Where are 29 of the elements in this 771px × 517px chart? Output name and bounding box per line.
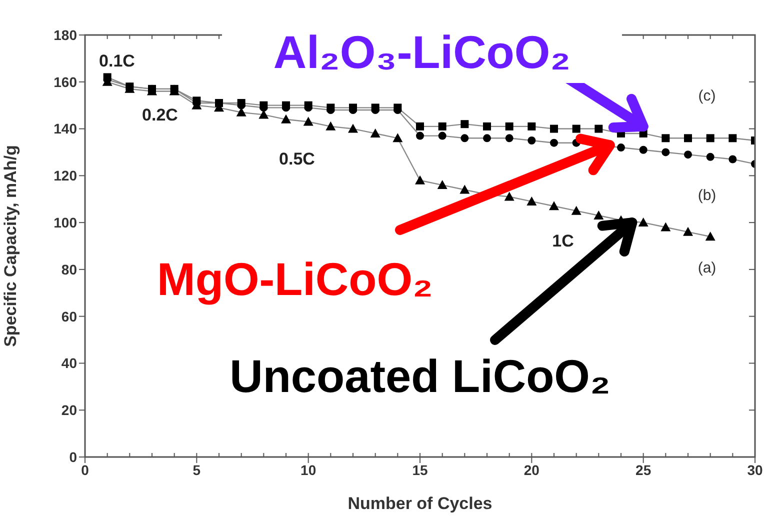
y-tick-label: 160: [54, 74, 78, 90]
annotation: 1C: [552, 231, 574, 250]
annotation: 0.1C: [99, 51, 135, 70]
series-label: (a): [698, 260, 716, 277]
y-tick-label: 20: [61, 402, 78, 418]
annotation: 0.2C: [142, 105, 178, 124]
x-tick-label: 15: [412, 462, 428, 478]
y-tick-label: 0: [69, 448, 78, 465]
y-tick-label: 100: [54, 214, 78, 231]
y-tick-label: 120: [54, 168, 78, 184]
x-tick-label: 25: [636, 462, 652, 478]
y-axis-title: Specific Capacity, mAh/g: [1, 145, 20, 347]
annotation: 0.5C: [279, 149, 315, 168]
x-tick-label: 10: [300, 462, 316, 478]
annotation: MgO-LiCoO₂: [157, 253, 433, 305]
y-tick-label: 60: [61, 308, 78, 324]
y-tick-label: 40: [61, 355, 78, 372]
y-tick-label: 140: [54, 120, 78, 137]
series-label: (c): [698, 88, 716, 104]
y-tick-label: 180: [54, 26, 78, 43]
series-label: (b): [698, 186, 716, 204]
annotation: Al₂O₃-LiCoO₂: [273, 26, 571, 78]
annotation: Uncoated LiCoO₂: [230, 350, 610, 402]
x-tick-label: 30: [747, 462, 763, 478]
x-tick-label: 20: [524, 462, 540, 478]
x-tick-label: 5: [192, 462, 201, 478]
x-tick-label: 0: [81, 462, 90, 478]
x-axis-title: Number of Cycles: [348, 494, 492, 513]
y-tick-label: 80: [61, 261, 78, 278]
